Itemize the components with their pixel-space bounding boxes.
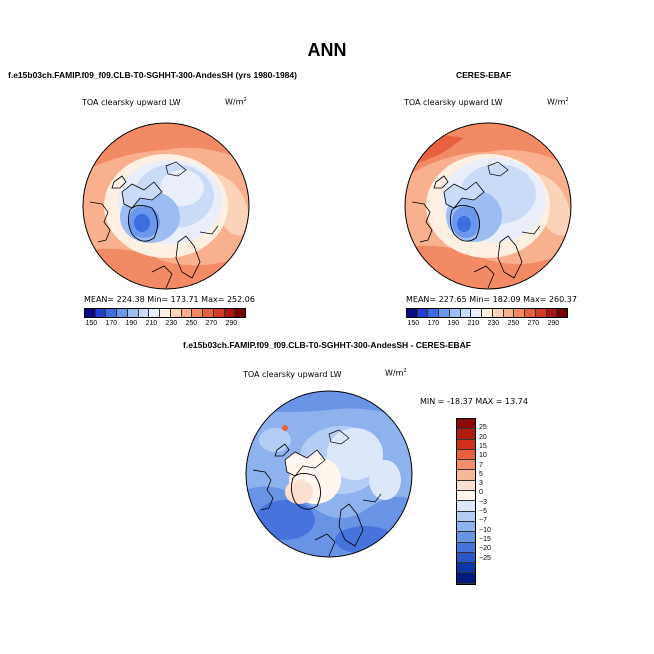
diff-stats: MIN = -18.37 MAX = 13.74 [420,397,528,406]
colorbar-tick-label: 230 [165,320,178,327]
obs-polar-map [404,122,572,290]
colorbar-tick-label: 170 [105,320,118,327]
model-stats: MEAN= 224.38 Min= 173.71 Max= 252.06 [84,295,255,304]
colorbar-swatch [457,563,475,574]
colorbar-swatch [85,309,96,317]
colorbar-swatch [457,429,475,440]
colorbar-swatch [457,521,475,533]
model-polar-map [82,122,250,290]
model-colorbar-ticks: 150 170 190 210 230 250 270 290 [81,320,241,327]
colorbar-swatch [457,491,475,502]
colorbar-tick-label: 3 [479,480,483,488]
colorbar-swatch [449,309,461,317]
diff-variable-label: TOA clearsky upward LW [243,370,342,379]
colorbar-swatch [95,309,107,317]
colorbar-swatch [417,309,429,317]
colorbar-tick-label: 270 [527,320,540,327]
colorbar-swatch [224,309,236,317]
colorbar-swatch [457,542,475,553]
obs-stats: MEAN= 227.65 Min= 182.09 Max= 260.37 [406,295,577,304]
colorbar-swatch [457,470,475,481]
colorbar-tick-label: 250 [507,320,520,327]
colorbar-tick-label: −15 [479,535,491,543]
diff-colorbar [456,418,476,585]
colorbar-swatch [138,309,150,317]
colorbar-tick-label: 290 [547,320,560,327]
colorbar-swatch [482,309,493,317]
colorbar-swatch [557,309,568,317]
colorbar-swatch [457,480,475,492]
colorbar-swatch [457,511,475,522]
colorbar-swatch [170,309,182,317]
colorbar-swatch [525,309,536,317]
colorbar-swatch [213,309,225,317]
diff-units-label: W/m2 [385,368,407,378]
colorbar-tick-label: 15 [479,442,487,450]
model-variable-label: TOA clearsky upward LW [82,98,181,107]
colorbar-tick-label: 150 [85,320,98,327]
colorbar-swatch [457,449,475,461]
obs-panel-heading: CERES-EBAF [456,70,512,80]
colorbar-swatch [457,573,475,584]
colorbar-tick-label: 20 [479,433,487,441]
colorbar-tick-label: 170 [427,320,440,327]
obs-variable-label: TOA clearsky upward LW [404,98,503,107]
colorbar-swatch [235,309,246,317]
colorbar-tick-label: −10 [479,526,491,534]
diff-polar-map [245,390,413,558]
colorbar-tick-label: −3 [479,498,487,506]
colorbar-swatch [127,309,139,317]
colorbar-swatch [117,309,128,317]
colorbar-tick-label: 230 [487,320,500,327]
colorbar-tick-label: 10 [479,452,487,460]
colorbar-swatch [439,309,450,317]
page-title: ANN [307,40,347,60]
colorbar-tick-label: 210 [467,320,480,327]
colorbar-tick-label: 5 [479,470,483,478]
colorbar-tick-label: 190 [447,320,460,327]
model-units-label: W/m2 [225,97,247,107]
colorbar-swatch [192,309,204,317]
colorbar-swatch [428,309,440,317]
colorbar-swatch [471,309,483,317]
colorbar-swatch [457,439,475,450]
colorbar-swatch [106,309,118,317]
obs-colorbar-ticks: 150 170 190 210 230 250 270 290 [403,320,563,327]
colorbar-swatch [514,309,526,317]
colorbar-swatch [407,309,418,317]
colorbar-tick-label: 7 [479,461,483,469]
colorbar-tick-label: 190 [125,320,138,327]
colorbar-swatch [457,419,475,430]
colorbar-swatch [181,309,193,317]
colorbar-swatch [457,532,475,543]
colorbar-swatch [503,309,515,317]
colorbar-swatch [492,309,504,317]
colorbar-tick-label: −25 [479,554,491,562]
colorbar-tick-label: 25 [479,424,487,432]
colorbar-swatch [535,309,547,317]
colorbar-tick-label: −20 [479,545,491,553]
colorbar-tick-label: −7 [479,517,487,525]
colorbar-tick-label: 0 [479,489,483,497]
colorbar-tick-label: 290 [225,320,238,327]
model-panel-heading: f.e15b03ch.FAMIP.f09_f09.CLB-T0-SGHHT-30… [8,70,297,80]
model-colorbar [84,308,246,318]
colorbar-swatch [457,460,475,471]
colorbar-tick-label: 270 [205,320,218,327]
colorbar-swatch [149,309,161,317]
colorbar-swatch [546,309,558,317]
colorbar-tick-label: 250 [185,320,198,327]
colorbar-tick-label: 150 [407,320,420,327]
colorbar-swatch [160,309,171,317]
colorbar-swatch [457,501,475,512]
colorbar-swatch [457,552,475,564]
colorbar-tick-label: −5 [479,508,487,515]
colorbar-swatch [460,309,472,317]
obs-units-label: W/m2 [547,97,569,107]
colorbar-tick-label: 210 [145,320,158,327]
colorbar-swatch [203,309,214,317]
obs-colorbar [406,308,568,318]
diff-panel-heading: f.e15b03ch.FAMIP.f09_f09.CLB-T0-SGHHT-30… [183,340,471,350]
